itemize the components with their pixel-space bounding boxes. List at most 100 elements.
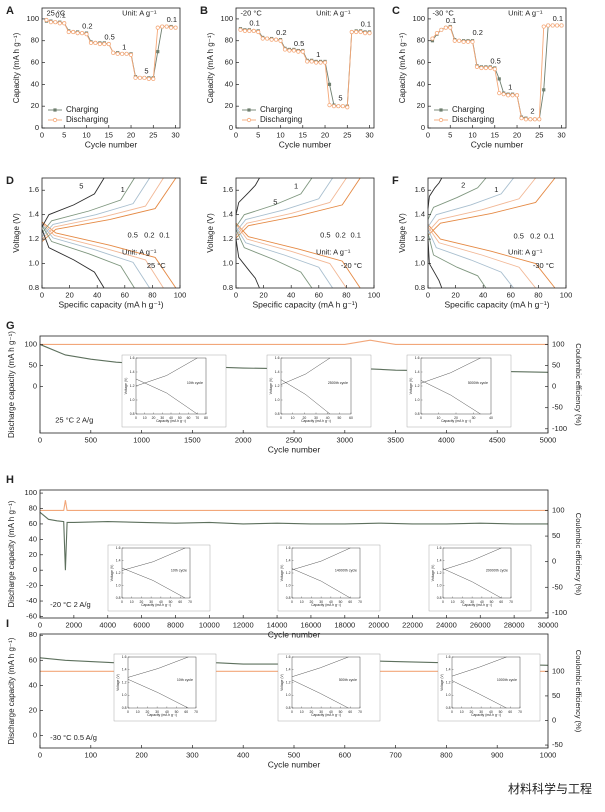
x-tick-label: 0	[280, 416, 282, 420]
curve-label: 5	[273, 197, 277, 206]
x-tick-label: 100	[368, 291, 381, 300]
x-tick-label: 20	[127, 131, 135, 140]
point	[532, 117, 537, 122]
inset-background	[428, 544, 532, 612]
point	[542, 88, 546, 92]
x-axis-label: Capacity (mA h g⁻¹)	[462, 603, 492, 607]
point	[327, 82, 332, 86]
x-tick-label: 20	[140, 600, 144, 604]
y-tick-label: 1.6	[415, 356, 420, 360]
annotation: -20 °C 2 A/g	[50, 600, 91, 609]
y-tick-label: 1.2	[415, 234, 425, 243]
y2-tick-label: 0	[552, 382, 556, 391]
x-tick-label: 30	[470, 600, 474, 604]
x-tick-label: 24000	[436, 621, 457, 630]
x-axis-label: Capacity (mA h g⁻¹)	[156, 419, 186, 423]
point	[443, 25, 448, 30]
x-tick-label: 14000	[267, 621, 288, 630]
y-tick-label: 100	[24, 488, 37, 497]
rate-label: 0.1	[446, 16, 456, 25]
point	[173, 25, 178, 30]
x-tick-label: 20	[310, 600, 314, 604]
x-tick-label: 1500	[184, 436, 201, 445]
y2-tick-label: -100	[552, 608, 567, 617]
y-tick-label: 0.8	[116, 596, 121, 600]
point	[514, 93, 520, 98]
y-tick-label: 0.8	[415, 283, 425, 292]
point	[251, 28, 256, 34]
x-tick-label: 25	[535, 131, 543, 140]
y2-tick-label: 50	[552, 361, 560, 370]
x-tick-label: 25	[149, 131, 157, 140]
series-line	[420, 357, 481, 415]
x-axis-label: Specific capacity (mA h g⁻¹)	[444, 299, 549, 309]
x-tick-label: 20	[461, 600, 465, 604]
y-tick-label: 1.0	[286, 583, 291, 587]
x-tick-label: 50	[499, 710, 503, 714]
x-axis-label: Capacity (mA h g⁻¹)	[147, 713, 177, 717]
legend-label: Charging	[260, 105, 292, 114]
y-tick-label: 40	[29, 680, 37, 689]
x-axis-label: Capacity (mA h g⁻¹)	[441, 419, 471, 423]
y-tick-label: 1.4	[275, 370, 280, 374]
rate-label: 0.5	[104, 32, 114, 41]
point	[111, 50, 116, 55]
y-tick-label: 0.8	[415, 412, 420, 416]
rate-label: 1	[508, 83, 512, 92]
x-tick-label: 10	[300, 600, 304, 604]
point	[362, 30, 368, 36]
series-line	[427, 177, 556, 289]
curve-label: 0.1	[351, 230, 361, 239]
y-tick-label: 40	[225, 79, 233, 88]
rate-label: 2	[530, 107, 534, 116]
y-tick-label: 1.6	[275, 356, 280, 360]
y-tick-label: 0.8	[122, 706, 127, 710]
x-tick-label: 0	[40, 291, 44, 300]
x-tick-label: 30	[149, 600, 153, 604]
point	[305, 59, 310, 64]
x-tick-label: 70	[188, 600, 192, 604]
y-tick-label: 0.8	[286, 706, 291, 710]
point	[452, 38, 457, 43]
x-tick-label: 60	[499, 600, 503, 604]
inset-note: 20000th cycle	[486, 568, 508, 572]
point	[318, 60, 323, 65]
point	[327, 102, 332, 108]
series-line	[427, 177, 536, 289]
curve-label: 1	[121, 185, 125, 194]
x-tick-label: 10	[437, 416, 441, 420]
rate-label: 0.1	[55, 11, 65, 20]
x-tick-label: 4000	[438, 436, 455, 445]
x-tick-label: 50	[339, 710, 343, 714]
annotation: 25 °C 2 A/g	[55, 415, 93, 424]
x-tick-label: 40	[489, 416, 493, 420]
x-tick-label: 50	[490, 600, 494, 604]
point	[164, 24, 169, 29]
rate-label: 0.2	[276, 28, 286, 37]
x-tick-label: 0	[127, 710, 129, 714]
y-tick-label: 1.0	[275, 398, 280, 402]
y-axis-label: Discharge capacity (mA h g⁻¹)	[7, 500, 16, 607]
point	[358, 29, 363, 35]
panel-label: C	[392, 5, 400, 17]
curve-label: 0.2	[144, 230, 154, 239]
y-tick-label: 1.0	[122, 693, 127, 697]
y-tick-label: 1.4	[29, 210, 39, 219]
point	[151, 76, 156, 82]
x-tick-label: 40	[159, 600, 163, 604]
x-axis-label: Capacity (mA h g⁻¹)	[471, 713, 501, 717]
x-tick-label: 70	[195, 416, 199, 420]
point	[238, 27, 243, 32]
x-tick-label: 6000	[133, 621, 150, 630]
x-tick-label: 22000	[402, 621, 423, 630]
y-tick-label: 20	[29, 705, 37, 714]
x-tick-label: 15	[105, 131, 113, 140]
point	[282, 47, 288, 52]
rate-label: 0.1	[553, 14, 563, 23]
annotation: Unit: A g⁻¹	[122, 8, 157, 17]
x-tick-label: 50	[339, 600, 343, 604]
point	[75, 30, 80, 36]
y-tick-label: 1.4	[122, 668, 127, 672]
point	[497, 90, 502, 96]
y-tick-label: 1.6	[415, 185, 425, 194]
